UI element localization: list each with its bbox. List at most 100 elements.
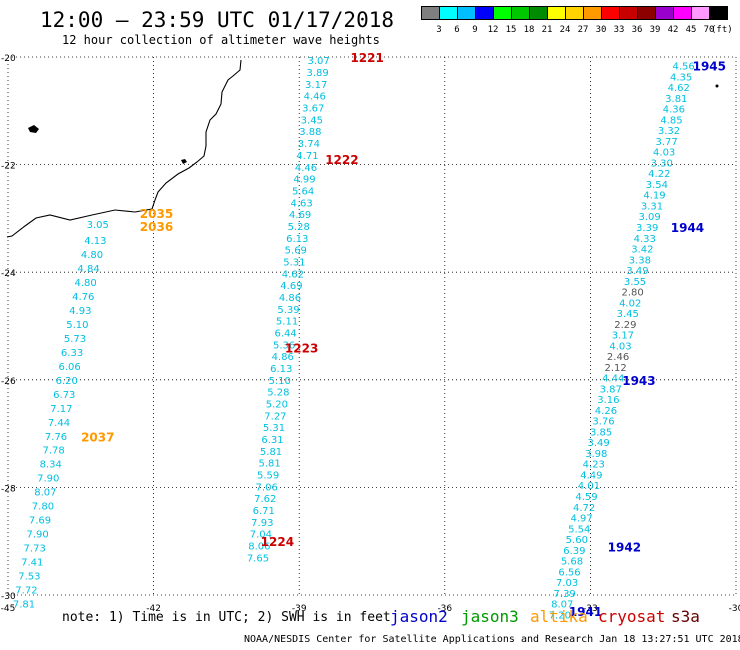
wave-height-value: 4.80 (75, 278, 97, 289)
legend-label: 21 (541, 25, 553, 35)
lon-tick-label: -42 (146, 604, 161, 614)
wave-height-value: 3.07 (307, 56, 329, 67)
wave-height-value: 6.13 (270, 364, 292, 375)
wave-height-value: 6.06 (59, 362, 81, 373)
map-frame (7, 56, 737, 596)
wave-height-value: 5.11 (276, 317, 298, 328)
wave-height-value: 4.19 (643, 191, 665, 202)
credit-line: NOAA/NESDIS Center for Satellite Applica… (244, 634, 740, 645)
wave-height-value: 7.78 (42, 446, 64, 457)
wave-height-value: 4.02 (619, 298, 641, 309)
legend-label: 18 (523, 25, 535, 35)
wave-height-value: 6.71 (253, 506, 275, 517)
lon-tick-label: -33 (583, 604, 598, 614)
wave-height-value: 8.07 (551, 600, 573, 611)
wave-height-value: 7.69 (29, 516, 51, 527)
track-jason2: 4.564.354.623.814.364.853.323.774.033.30… (549, 60, 726, 622)
legend-label: 39 (649, 25, 661, 35)
satellite-legend-jason3: jason3 (461, 607, 519, 626)
wave-height-value: 5.10 (269, 376, 291, 387)
legend-label: 15 (505, 25, 517, 35)
pass-time-label: 1943 (622, 374, 655, 388)
map-grid (7, 56, 737, 596)
wave-height-value: 7.27 (264, 411, 286, 422)
wave-height-value: 4.71 (296, 151, 318, 162)
wave-height-value: 8.34 (40, 460, 62, 471)
pass-time-label: 1223 (285, 342, 318, 356)
wave-height-value: 3.38 (629, 255, 651, 266)
wave-height-value: 4.69 (289, 210, 311, 221)
wave-height-value: 3.32 (658, 126, 680, 137)
satellite-legend-s3a: s3a (671, 607, 700, 626)
lon-tick-label: -45 (1, 604, 16, 614)
wave-height-value: 4.69 (280, 281, 302, 292)
wave-height-value: 5.69 (285, 246, 307, 257)
wave-height-value: 3.74 (298, 139, 320, 150)
wave-height-value: 6.20 (56, 376, 78, 387)
satellite-tracks: 3.05 4.13 4.80 4.84 4.80 4.76 4.93 5.10 5.73 6.33… (13, 51, 726, 621)
wave-height-value: 4.46 (304, 92, 326, 103)
wave-height-value: 3.55 (624, 277, 646, 288)
wave-height-value: 3.77 (655, 137, 677, 148)
wave-height-value: 5.81 (260, 447, 282, 458)
wave-height-value: 4.97 (571, 514, 593, 525)
lat-tick-label: -20 (1, 54, 16, 64)
wave-height-value: 7.76 (45, 432, 67, 443)
wave-height-value: 6.39 (563, 546, 585, 557)
wave-height-value: 7.90 (26, 530, 48, 541)
page-subtitle: 12 hour collection of altimeter wave hei… (62, 33, 380, 47)
wave-height-value: 4.46 (295, 163, 317, 174)
color-legend: 3 6 9 12 15 18 21 24 27 30 33 36 39 42 45 70 (ft) (421, 6, 733, 40)
legend-label: 36 (631, 25, 643, 35)
wave-height-value: 5.73 (64, 334, 86, 345)
wave-height-value: 4.49 (580, 470, 602, 481)
footer-note: note: 1) Time is in UTC; 2) SWH is in fe… (62, 610, 391, 625)
satellite-legend-jason2: jason2 (390, 607, 448, 626)
legend-label: 3 (436, 25, 442, 35)
wave-height-value: 4.76 (72, 292, 94, 303)
pass-time-label: 2037 (81, 430, 114, 444)
lat-tick-label: -28 (1, 484, 16, 494)
satellite-legend-altika: altika (530, 607, 588, 626)
wave-height-value: 6.33 (61, 348, 83, 359)
wave-height-value: 4.59 (575, 492, 597, 503)
wave-height-value: 4.56 (672, 62, 694, 73)
island (28, 125, 39, 133)
wave-height-value: 5.60 (566, 535, 588, 546)
island (181, 159, 187, 164)
wave-height-value: 5.64 (292, 186, 314, 197)
wave-height-value: 7.04 (250, 530, 272, 541)
legend-label: 30 (595, 25, 607, 35)
wave-height-value: 5.20 (266, 399, 288, 410)
legend-label: 9 (472, 25, 478, 35)
wave-height-value: 4.01 (578, 481, 600, 492)
wave-height-value: 3.98 (585, 449, 607, 460)
coastline-brazil (6, 59, 242, 238)
lon-tick-label: -30 (729, 604, 740, 614)
wave-height-value: 3.42 (631, 245, 653, 256)
pass-time-label: 1222 (325, 153, 358, 167)
wave-height-value: 6.44 (274, 328, 296, 339)
wave-height-value: 3.09 (638, 212, 660, 223)
wave-height-value: 2.29 (614, 320, 636, 331)
wave-height-value: 7.62 (254, 494, 276, 505)
wave-height-value: 2.12 (605, 363, 627, 374)
lat-tick-label: -26 (1, 377, 16, 387)
page-title: 12:00 – 23:59 UTC 01/17/2018 (40, 8, 395, 32)
wave-height-value: 4.86 (272, 352, 294, 363)
wave-height-value: 5.28 (288, 222, 310, 233)
wave-height-value: 4.99 (293, 175, 315, 186)
wave-height-value: 4.62 (668, 83, 690, 94)
wave-height-value: 3.87 (600, 384, 622, 395)
wave-height-value: 4.85 (660, 115, 682, 126)
wave-height-value: 4.86 (279, 293, 301, 304)
wave-height-value: 4.33 (634, 234, 656, 245)
wave-height-value: 5.68 (561, 557, 583, 568)
lat-tick-label: -22 (1, 162, 16, 172)
wave-height-value: 7.73 (24, 544, 46, 555)
wave-height-value: 4.23 (583, 460, 605, 471)
wave-height-value: 7.20 (549, 610, 571, 621)
wave-height-value: 7.65 (247, 553, 269, 564)
wave-height-value: 4.84 (77, 264, 99, 275)
wave-height-value: 3.16 (597, 395, 619, 406)
